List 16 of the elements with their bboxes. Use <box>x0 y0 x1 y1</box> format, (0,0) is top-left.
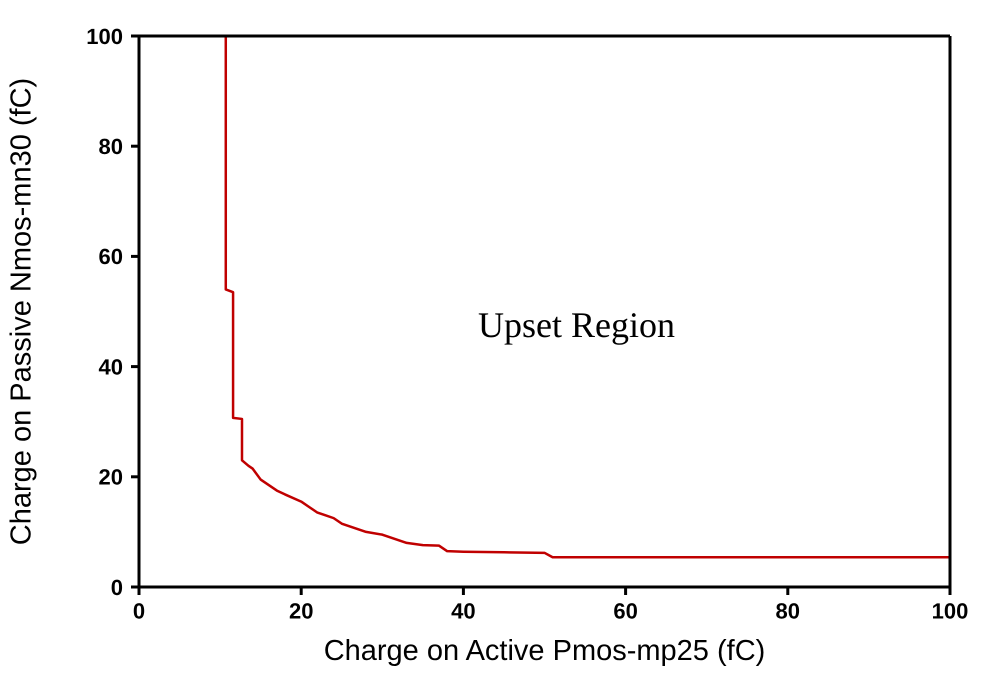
line-series <box>224 36 950 558</box>
y-tick-label: 0 <box>110 574 123 600</box>
annotation: Upset Region <box>478 304 675 346</box>
x-tick-label: 0 <box>132 598 146 624</box>
y-axis-title: Charge on Passive Nmos-mn30 (fC) <box>5 78 38 546</box>
y-tick-label: 40 <box>98 354 123 380</box>
x-tick-label: 100 <box>932 598 968 624</box>
x-axis-title: Charge on Active Pmos-mp25 (fC) <box>324 635 766 667</box>
y-tick-label: 80 <box>98 134 123 160</box>
y-tick-label: 20 <box>98 464 123 490</box>
y-tick-label: 100 <box>86 24 123 49</box>
x-tick-label: 40 <box>451 598 476 624</box>
y-tick-label: 60 <box>98 244 123 270</box>
x-tick-label: 80 <box>776 598 800 624</box>
x-tick-label: 20 <box>288 598 314 624</box>
x-tick-label: 60 <box>613 598 638 624</box>
